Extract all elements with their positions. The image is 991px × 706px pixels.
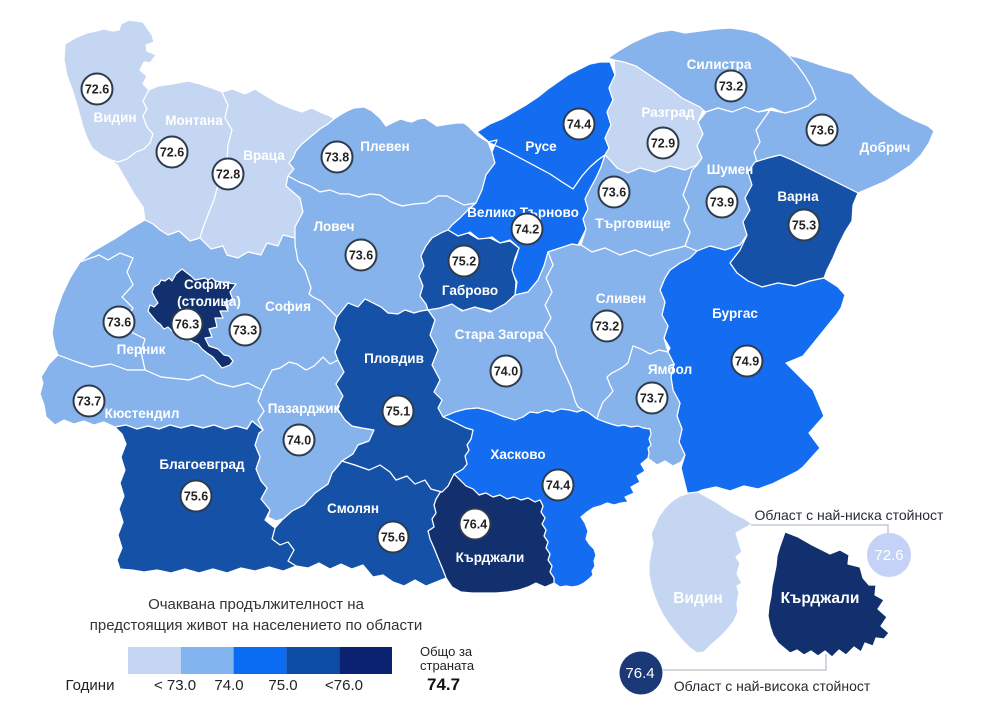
svg-text:страната: страната [420,658,475,673]
svg-text:73.2: 73.2 [595,320,619,334]
svg-text:Област с най-ниска стойност: Област с най-ниска стойност [755,507,944,523]
svg-text:72.6: 72.6 [160,146,184,160]
svg-text:73.6: 73.6 [107,316,131,330]
svg-text:София: София [265,299,311,314]
svg-text:Русе: Русе [525,139,557,154]
svg-text:73.8: 73.8 [325,151,349,165]
svg-text:Хасково: Хасково [490,447,545,462]
svg-text:Пазарджик: Пазарджик [268,401,341,416]
svg-text:76.4: 76.4 [625,665,654,682]
svg-text:Силистра: Силистра [687,57,752,72]
svg-text:73.2: 73.2 [719,80,743,94]
svg-text:Смолян: Смолян [327,501,379,516]
svg-text:73.7: 73.7 [77,395,101,409]
svg-text:72.6: 72.6 [85,83,109,97]
svg-text:Велико Търново: Велико Търново [467,205,579,220]
svg-text:Търговище: Търговище [595,216,671,231]
svg-text:74.7: 74.7 [427,675,460,694]
svg-text:(столица): (столица) [177,294,241,309]
svg-text:София: София [184,277,230,292]
svg-text:75.2: 75.2 [452,255,476,269]
svg-text:Кърджали: Кърджали [456,550,525,565]
svg-text:Очаквана продължителност на: Очаквана продължителност на [148,596,365,613]
svg-text:74.0: 74.0 [214,677,243,694]
svg-text:Ямбол: Ямбол [648,362,692,377]
svg-text:75.6: 75.6 [381,531,405,545]
svg-text:73.6: 73.6 [602,186,626,200]
svg-text:73.7: 73.7 [640,392,664,406]
svg-text:Враца: Враца [243,148,285,163]
svg-text:Шумен: Шумен [707,162,754,177]
svg-text:73.3: 73.3 [233,324,257,338]
svg-text:74.4: 74.4 [546,479,570,493]
svg-text:Общо за: Общо за [420,644,473,659]
svg-text:Габрово: Габрово [442,283,498,298]
svg-text:Варна: Варна [777,189,819,204]
svg-text:73.6: 73.6 [810,124,834,138]
svg-text:72.9: 72.9 [651,137,675,151]
svg-text:Години: Години [66,677,115,694]
svg-text:Плевен: Плевен [360,139,409,154]
svg-text:предстоящия живот на население: предстоящия живот на населението по обла… [90,617,422,634]
svg-text:76.4: 76.4 [463,518,487,532]
svg-text:Монтана: Монтана [165,113,223,128]
svg-text:75.0: 75.0 [268,677,297,694]
svg-text:74.2: 74.2 [515,223,539,237]
svg-text:75.1: 75.1 [386,405,410,419]
svg-text:74.9: 74.9 [735,355,759,369]
svg-text:Сливен: Сливен [596,291,646,306]
svg-text:Кърджали: Кърджали [781,590,860,607]
svg-text:Видин: Видин [93,110,136,125]
svg-text:Добрич: Добрич [860,140,911,155]
svg-text:Кюстендил: Кюстендил [105,406,180,421]
svg-text:< 73.0: < 73.0 [154,677,196,694]
svg-text:Пловдив: Пловдив [364,351,424,366]
svg-text:74.0: 74.0 [494,365,518,379]
svg-text:Стара Загора: Стара Загора [455,327,544,342]
svg-text:Видин: Видин [673,590,722,607]
svg-text:74.4: 74.4 [567,118,591,132]
svg-text:76.3: 76.3 [175,318,199,332]
svg-text:<76.0: <76.0 [325,677,363,694]
svg-text:74.0: 74.0 [287,434,311,448]
svg-text:Благоевград: Благоевград [159,457,245,472]
svg-text:75.6: 75.6 [184,490,208,504]
svg-text:Разград: Разград [641,105,695,120]
svg-text:Ловеч: Ловеч [314,219,355,234]
svg-text:Бургас: Бургас [712,306,758,321]
svg-text:75.3: 75.3 [792,219,816,233]
svg-text:Област с най-висока стойност: Област с най-висока стойност [674,678,871,694]
svg-text:72.6: 72.6 [874,547,903,564]
svg-text:72.8: 72.8 [216,168,240,182]
svg-text:73.9: 73.9 [710,196,734,210]
svg-text:Перник: Перник [117,342,166,357]
svg-text:73.6: 73.6 [349,249,373,263]
